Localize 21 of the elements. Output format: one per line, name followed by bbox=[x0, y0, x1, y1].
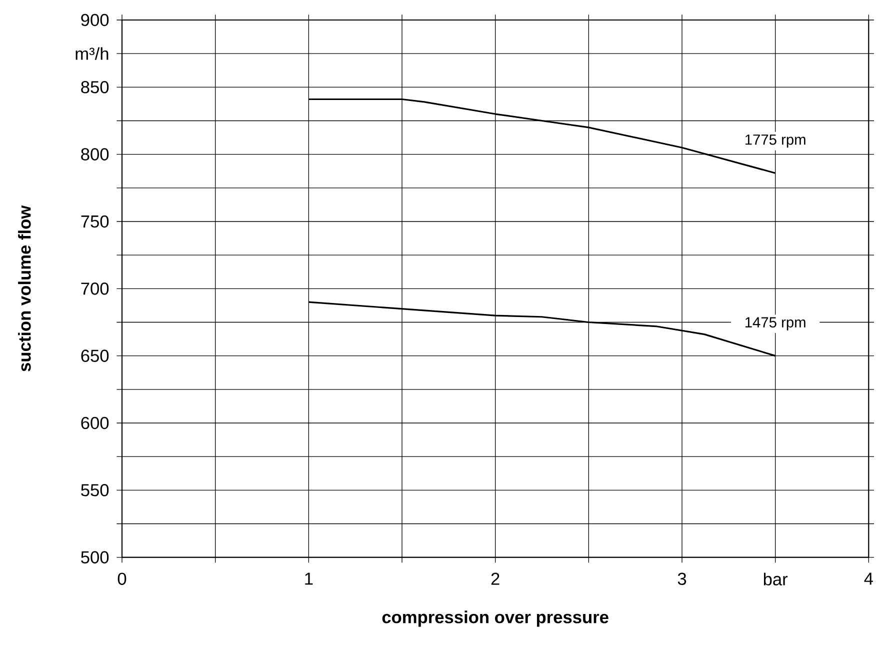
x-axis-title: compression over pressure bbox=[382, 610, 608, 627]
y-tick-label: 650 bbox=[81, 350, 109, 362]
y-tick-label: 750 bbox=[81, 215, 109, 228]
y-tick-label: 900 bbox=[81, 14, 109, 26]
y-tick-label: 850 bbox=[81, 81, 109, 94]
x-tick-label: bar bbox=[764, 572, 788, 586]
x-tick-label: 2 bbox=[491, 572, 500, 585]
x-tick-label: 4 bbox=[864, 572, 873, 585]
y-tick-label: 600 bbox=[81, 416, 109, 430]
y-tick-label: 800 bbox=[81, 148, 109, 160]
y-tick-label: 500 bbox=[81, 551, 109, 564]
y-axis-title: suction volume flow bbox=[18, 205, 31, 372]
x-tick-label: 3 bbox=[678, 572, 686, 585]
x-tick-label: 1 bbox=[305, 572, 313, 585]
series-label: 1475 rpm bbox=[745, 317, 806, 330]
series-label: 1775 rpm bbox=[745, 134, 806, 148]
y-tick-label: 550 bbox=[81, 484, 109, 496]
x-tick-label: 0 bbox=[118, 572, 126, 585]
line-series bbox=[308, 98, 776, 174]
y-tick-label: m³/h bbox=[76, 47, 108, 60]
y-tick-label: 700 bbox=[81, 282, 109, 295]
